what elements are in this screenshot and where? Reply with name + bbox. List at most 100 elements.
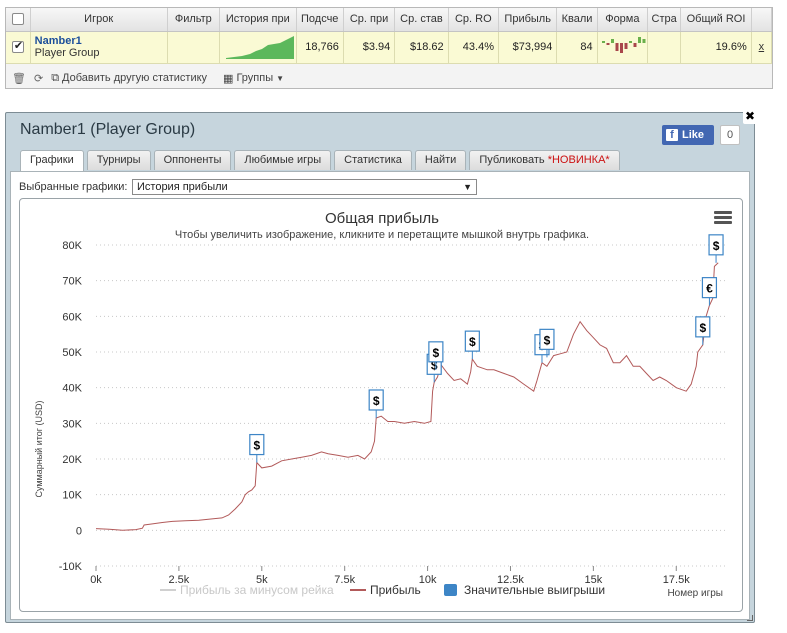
header-remove bbox=[751, 8, 773, 32]
big-win-flag[interactable]: € bbox=[701, 277, 718, 306]
flag-symbol: $ bbox=[713, 239, 720, 253]
sparkline-svg bbox=[226, 35, 295, 59]
y-tick-label: 60K bbox=[62, 311, 82, 323]
legend-swatch bbox=[444, 584, 457, 596]
avg-roi-cell: 43.4% bbox=[448, 31, 499, 64]
flag-box bbox=[539, 328, 555, 350]
trash-icon[interactable]: 🗑 bbox=[12, 72, 26, 85]
chart-container[interactable]: Общая прибыль Чтобы увеличить изображени… bbox=[19, 198, 743, 612]
legend-item[interactable]: Прибыль bbox=[350, 583, 421, 597]
add-stat-button[interactable]: ⧉ Добавить другую статистику bbox=[51, 72, 207, 85]
quali-cell: 84 bbox=[556, 31, 598, 64]
stats-table: Игрок Фильтр История при Подсче Ср. при … bbox=[6, 8, 773, 64]
big-win-flag[interactable]: $ bbox=[428, 341, 444, 370]
flag-box bbox=[701, 277, 718, 299]
table-header-row: Игрок Фильтр История при Подсче Ср. при … bbox=[6, 8, 773, 32]
chevron-down-icon: ▼ bbox=[276, 73, 285, 83]
flag-box bbox=[428, 341, 444, 363]
table-toolbar: 🗑 ⟳ ⧉ Добавить другую статистику ▦ Групп… bbox=[6, 68, 772, 88]
stats-panel: Игрок Фильтр История при Подсче Ср. при … bbox=[5, 7, 773, 89]
tab-favorite-games[interactable]: Любимые игры bbox=[234, 150, 332, 170]
avg-stake-cell: $18.62 bbox=[394, 31, 449, 64]
header-avg-roi[interactable]: Ср. RO bbox=[448, 8, 499, 32]
x-tick-label: 5k bbox=[256, 574, 268, 586]
header-total-roi[interactable]: Общий ROI bbox=[680, 8, 752, 32]
chart-legend[interactable]: Прибыль за минусом рейка Прибыль Значитель… bbox=[160, 583, 605, 597]
flag-symbol: € bbox=[706, 282, 713, 296]
table-row[interactable]: Namber1 Player Group 18,766 $3.94 $18.62… bbox=[6, 31, 773, 64]
tab-publish-label: Публиковать bbox=[479, 154, 545, 166]
resize-handle[interactable] bbox=[747, 615, 753, 621]
player-name-link[interactable]: Namber1 bbox=[34, 35, 82, 47]
chevron-down-icon: ▼ bbox=[463, 182, 472, 192]
x-axis-ticks: 0k 2.5k 5k 7.5k 10k 12.5k 15k 17.5k bbox=[90, 566, 690, 586]
profit-chart[interactable]: Общая прибыль Чтобы увеличить изображени… bbox=[20, 199, 744, 613]
y-tick-label: 50K bbox=[62, 347, 82, 359]
tab-charts[interactable]: Графики bbox=[20, 150, 84, 171]
remove-row-button[interactable]: x bbox=[751, 31, 773, 64]
avg-profit-cell: $3.94 bbox=[343, 31, 396, 64]
header-player[interactable]: Игрок bbox=[30, 8, 168, 32]
flag-symbol: $ bbox=[253, 439, 260, 453]
y-tick-label: 0 bbox=[76, 525, 82, 537]
flag-symbol: $ bbox=[544, 333, 551, 347]
filter-cell bbox=[167, 31, 221, 64]
form-cell bbox=[597, 31, 649, 64]
legend-label: Прибыль bbox=[370, 583, 421, 597]
form-bar bbox=[629, 40, 633, 43]
legend-item[interactable]: Значительные выигрыши bbox=[444, 583, 605, 597]
tab-opponents[interactable]: Оппоненты bbox=[153, 150, 232, 170]
tab-tournaments[interactable]: Турниры bbox=[86, 150, 151, 170]
legend-label: Прибыль за минусом рейка bbox=[180, 583, 334, 597]
select-all-checkbox[interactable] bbox=[11, 13, 24, 26]
header-profit[interactable]: Прибыль bbox=[498, 8, 558, 32]
chart-select-dropdown[interactable]: История прибыли ▼ bbox=[132, 179, 477, 195]
big-win-flag[interactable]: $ bbox=[249, 433, 265, 463]
player-group-label: Player Group bbox=[34, 47, 100, 59]
y-tick-label: 70K bbox=[62, 276, 82, 288]
facebook-icon: f bbox=[666, 129, 678, 141]
close-icon[interactable]: ✖ bbox=[743, 109, 757, 124]
header-avg-stake[interactable]: Ср. став bbox=[394, 8, 449, 32]
panel-tabs: Графики Турниры Оппоненты Любимые игры С… bbox=[20, 150, 620, 171]
facebook-like-label: Like bbox=[682, 129, 705, 141]
refresh-icon[interactable]: ⟳ bbox=[33, 72, 44, 85]
chart-select-value: История прибыли bbox=[137, 181, 228, 193]
x-tick-label: 0k bbox=[90, 574, 102, 586]
header-filter[interactable]: Фильтр bbox=[167, 8, 221, 32]
x-axis-label: Номер игры bbox=[667, 588, 723, 599]
groups-label: Группы bbox=[236, 72, 274, 84]
header-form[interactable]: Форма bbox=[597, 8, 649, 32]
tab-content: Выбранные графики: История прибыли ▼ Общ… bbox=[10, 171, 750, 620]
form-bar bbox=[606, 42, 610, 45]
row-checkbox-cell[interactable] bbox=[6, 31, 31, 64]
chart-subtitle: Чтобы увеличить изображение, кликните и … bbox=[175, 229, 589, 241]
tab-publish[interactable]: Публиковать *НОВИНКА* bbox=[469, 150, 620, 170]
legend-item[interactable]: Прибыль за минусом рейка bbox=[160, 583, 334, 597]
header-history[interactable]: История при bbox=[219, 8, 297, 32]
header-avg-profit[interactable]: Ср. при bbox=[343, 8, 396, 32]
player-cell[interactable]: Namber1 Player Group bbox=[30, 31, 168, 64]
form-bar bbox=[615, 42, 619, 51]
chart-select-label: Выбранные графики: bbox=[19, 181, 128, 193]
facebook-like-button[interactable]: f Like bbox=[662, 125, 714, 145]
header-country[interactable]: Стра bbox=[647, 8, 682, 32]
header-quali[interactable]: Квали bbox=[556, 8, 598, 32]
big-win-flag[interactable]: $ bbox=[539, 328, 555, 358]
groups-button[interactable]: ▦ Группы ▼ bbox=[223, 72, 284, 85]
row-checkbox[interactable] bbox=[11, 39, 24, 54]
tab-statistics[interactable]: Статистика bbox=[334, 150, 412, 170]
big-win-flag[interactable]: $ bbox=[368, 389, 384, 418]
tab-find[interactable]: Найти bbox=[414, 150, 467, 170]
header-select-all[interactable] bbox=[6, 8, 31, 32]
grid-lines bbox=[96, 244, 726, 567]
big-win-flag[interactable]: $ bbox=[708, 234, 724, 263]
header-count[interactable]: Подсче bbox=[296, 8, 344, 32]
flags-layer: $$$$$$$$€$ bbox=[249, 234, 724, 463]
big-win-flag[interactable]: $ bbox=[464, 330, 480, 360]
big-win-flag[interactable]: $ bbox=[695, 316, 711, 345]
form-bar bbox=[638, 36, 642, 43]
legend-label: Значительные выигрыши bbox=[464, 583, 605, 597]
y-tick-label: -10K bbox=[59, 561, 83, 573]
chart-menu-icon[interactable] bbox=[714, 211, 732, 225]
